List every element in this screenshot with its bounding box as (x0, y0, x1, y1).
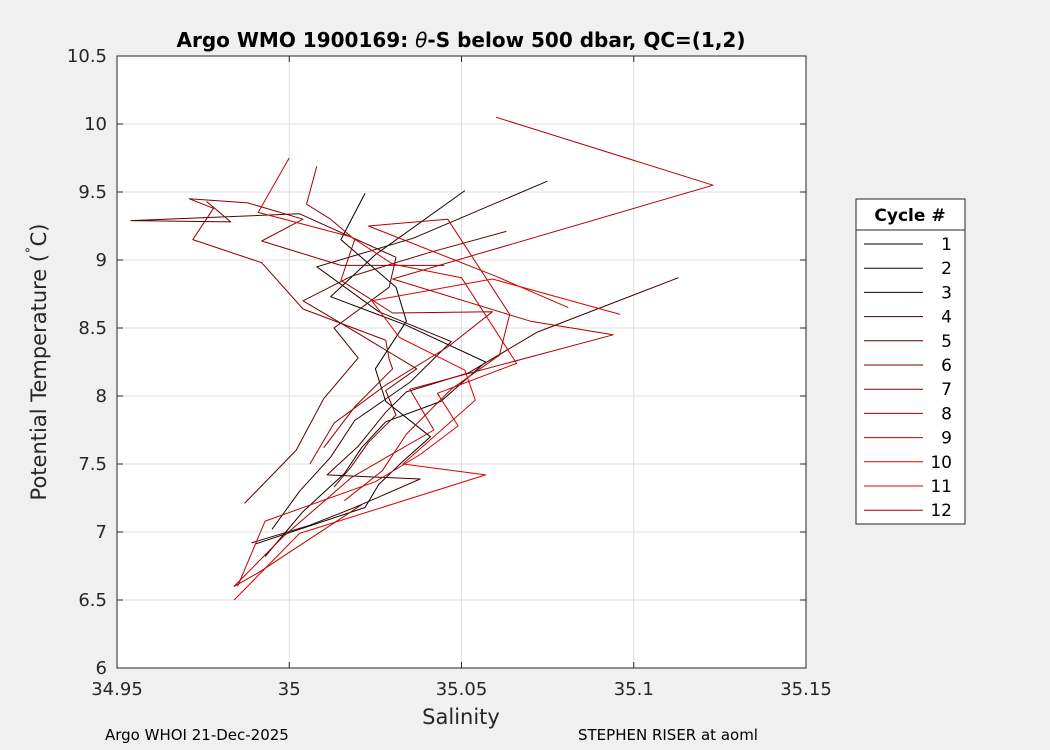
y-axis-label: Potential Temperature (˚C) (25, 224, 51, 501)
x-tick-label: 34.95 (91, 679, 143, 700)
x-tick-label: 35.15 (780, 679, 832, 700)
series-line-cycle-4 (251, 277, 679, 544)
legend-label: 5 (941, 332, 952, 352)
y-tick-label: 10 (84, 114, 107, 135)
x-tick-label: 35.1 (614, 679, 654, 700)
legend-box (855, 198, 966, 525)
legend-label: 1 (941, 235, 952, 255)
series-line-cycle-12 (233, 116, 714, 587)
footer-source: Argo WHOI 21-Dec-2025 (105, 726, 289, 744)
axis-ticks: 34.95 35 35.05 35.1 35.15 6 6.5 7 7.5 8 8.5 9 9.5 10 1… (67, 46, 832, 700)
y-tick-label: 6.5 (78, 590, 107, 611)
series-line-cycle-2 (264, 190, 487, 557)
x-tick-label: 35.05 (436, 679, 488, 700)
series-line-cycle-7 (188, 198, 445, 449)
legend-title: Cycle # (874, 206, 945, 226)
legend-item: 3 (864, 283, 952, 303)
footer-pi: STEPHEN RISER at aoml (578, 726, 758, 744)
legend-item: 1 (864, 235, 952, 255)
series-line-cycle-1 (254, 193, 431, 545)
y-axis-label-degree: ˚ (25, 246, 43, 254)
chart-title-main: Argo WMO 1900169: (177, 28, 416, 52)
legend-label: 10 (930, 453, 952, 473)
data-series (130, 116, 714, 601)
legend-label: 9 (941, 429, 952, 449)
series-line-cycle-5 (130, 201, 397, 504)
series-line-cycle-8 (306, 166, 493, 465)
series-line-cycle-3 (271, 180, 548, 530)
y-tick-label: 10.5 (67, 46, 107, 67)
y-tick-label: 8.5 (78, 318, 107, 339)
y-tick-label: 9.5 (78, 182, 107, 203)
legend-item: 8 (864, 404, 952, 424)
chart-title-rest: -S below 500 dbar, QC=(1,2) (427, 28, 745, 52)
legend-label: 12 (930, 501, 952, 521)
legend-item: 12 (864, 501, 952, 521)
legend-label: 4 (941, 308, 952, 328)
series-line-cycle-10 (237, 157, 518, 587)
chart-title: Argo WMO 1900169: θ-S below 500 dbar, QC… (177, 28, 746, 52)
x-tick-label: 35 (278, 679, 301, 700)
legend-item: 2 (864, 259, 952, 279)
legend-item: 7 (864, 380, 952, 400)
legend-label: 8 (941, 404, 952, 424)
y-tick-label: 8 (96, 386, 107, 407)
legend-item: 4 (864, 308, 952, 328)
legend-item: 6 (864, 356, 952, 376)
legend-label: 6 (941, 356, 952, 376)
legend-label: 2 (941, 259, 952, 279)
series-line-cycle-6 (302, 230, 507, 488)
y-axis-label-unit: C) (27, 224, 51, 247)
legend-item: 9 (864, 429, 952, 449)
legend-label: 11 (930, 477, 952, 497)
legend-item: 5 (864, 332, 952, 352)
chart-title-theta: θ (415, 28, 427, 52)
legend-label: 3 (941, 283, 952, 303)
legend-label: 7 (941, 380, 952, 400)
y-tick-label: 7 (96, 522, 107, 543)
legend-item: 11 (864, 477, 952, 497)
legend-item: 10 (864, 453, 952, 473)
y-tick-label: 7.5 (78, 454, 107, 475)
x-axis-label: Salinity (422, 705, 500, 729)
y-axis-label-main: Potential Temperature ( (27, 254, 51, 501)
y-tick-label: 9 (96, 250, 107, 271)
series-line-cycle-11 (233, 278, 621, 601)
y-tick-label: 6 (96, 658, 107, 679)
